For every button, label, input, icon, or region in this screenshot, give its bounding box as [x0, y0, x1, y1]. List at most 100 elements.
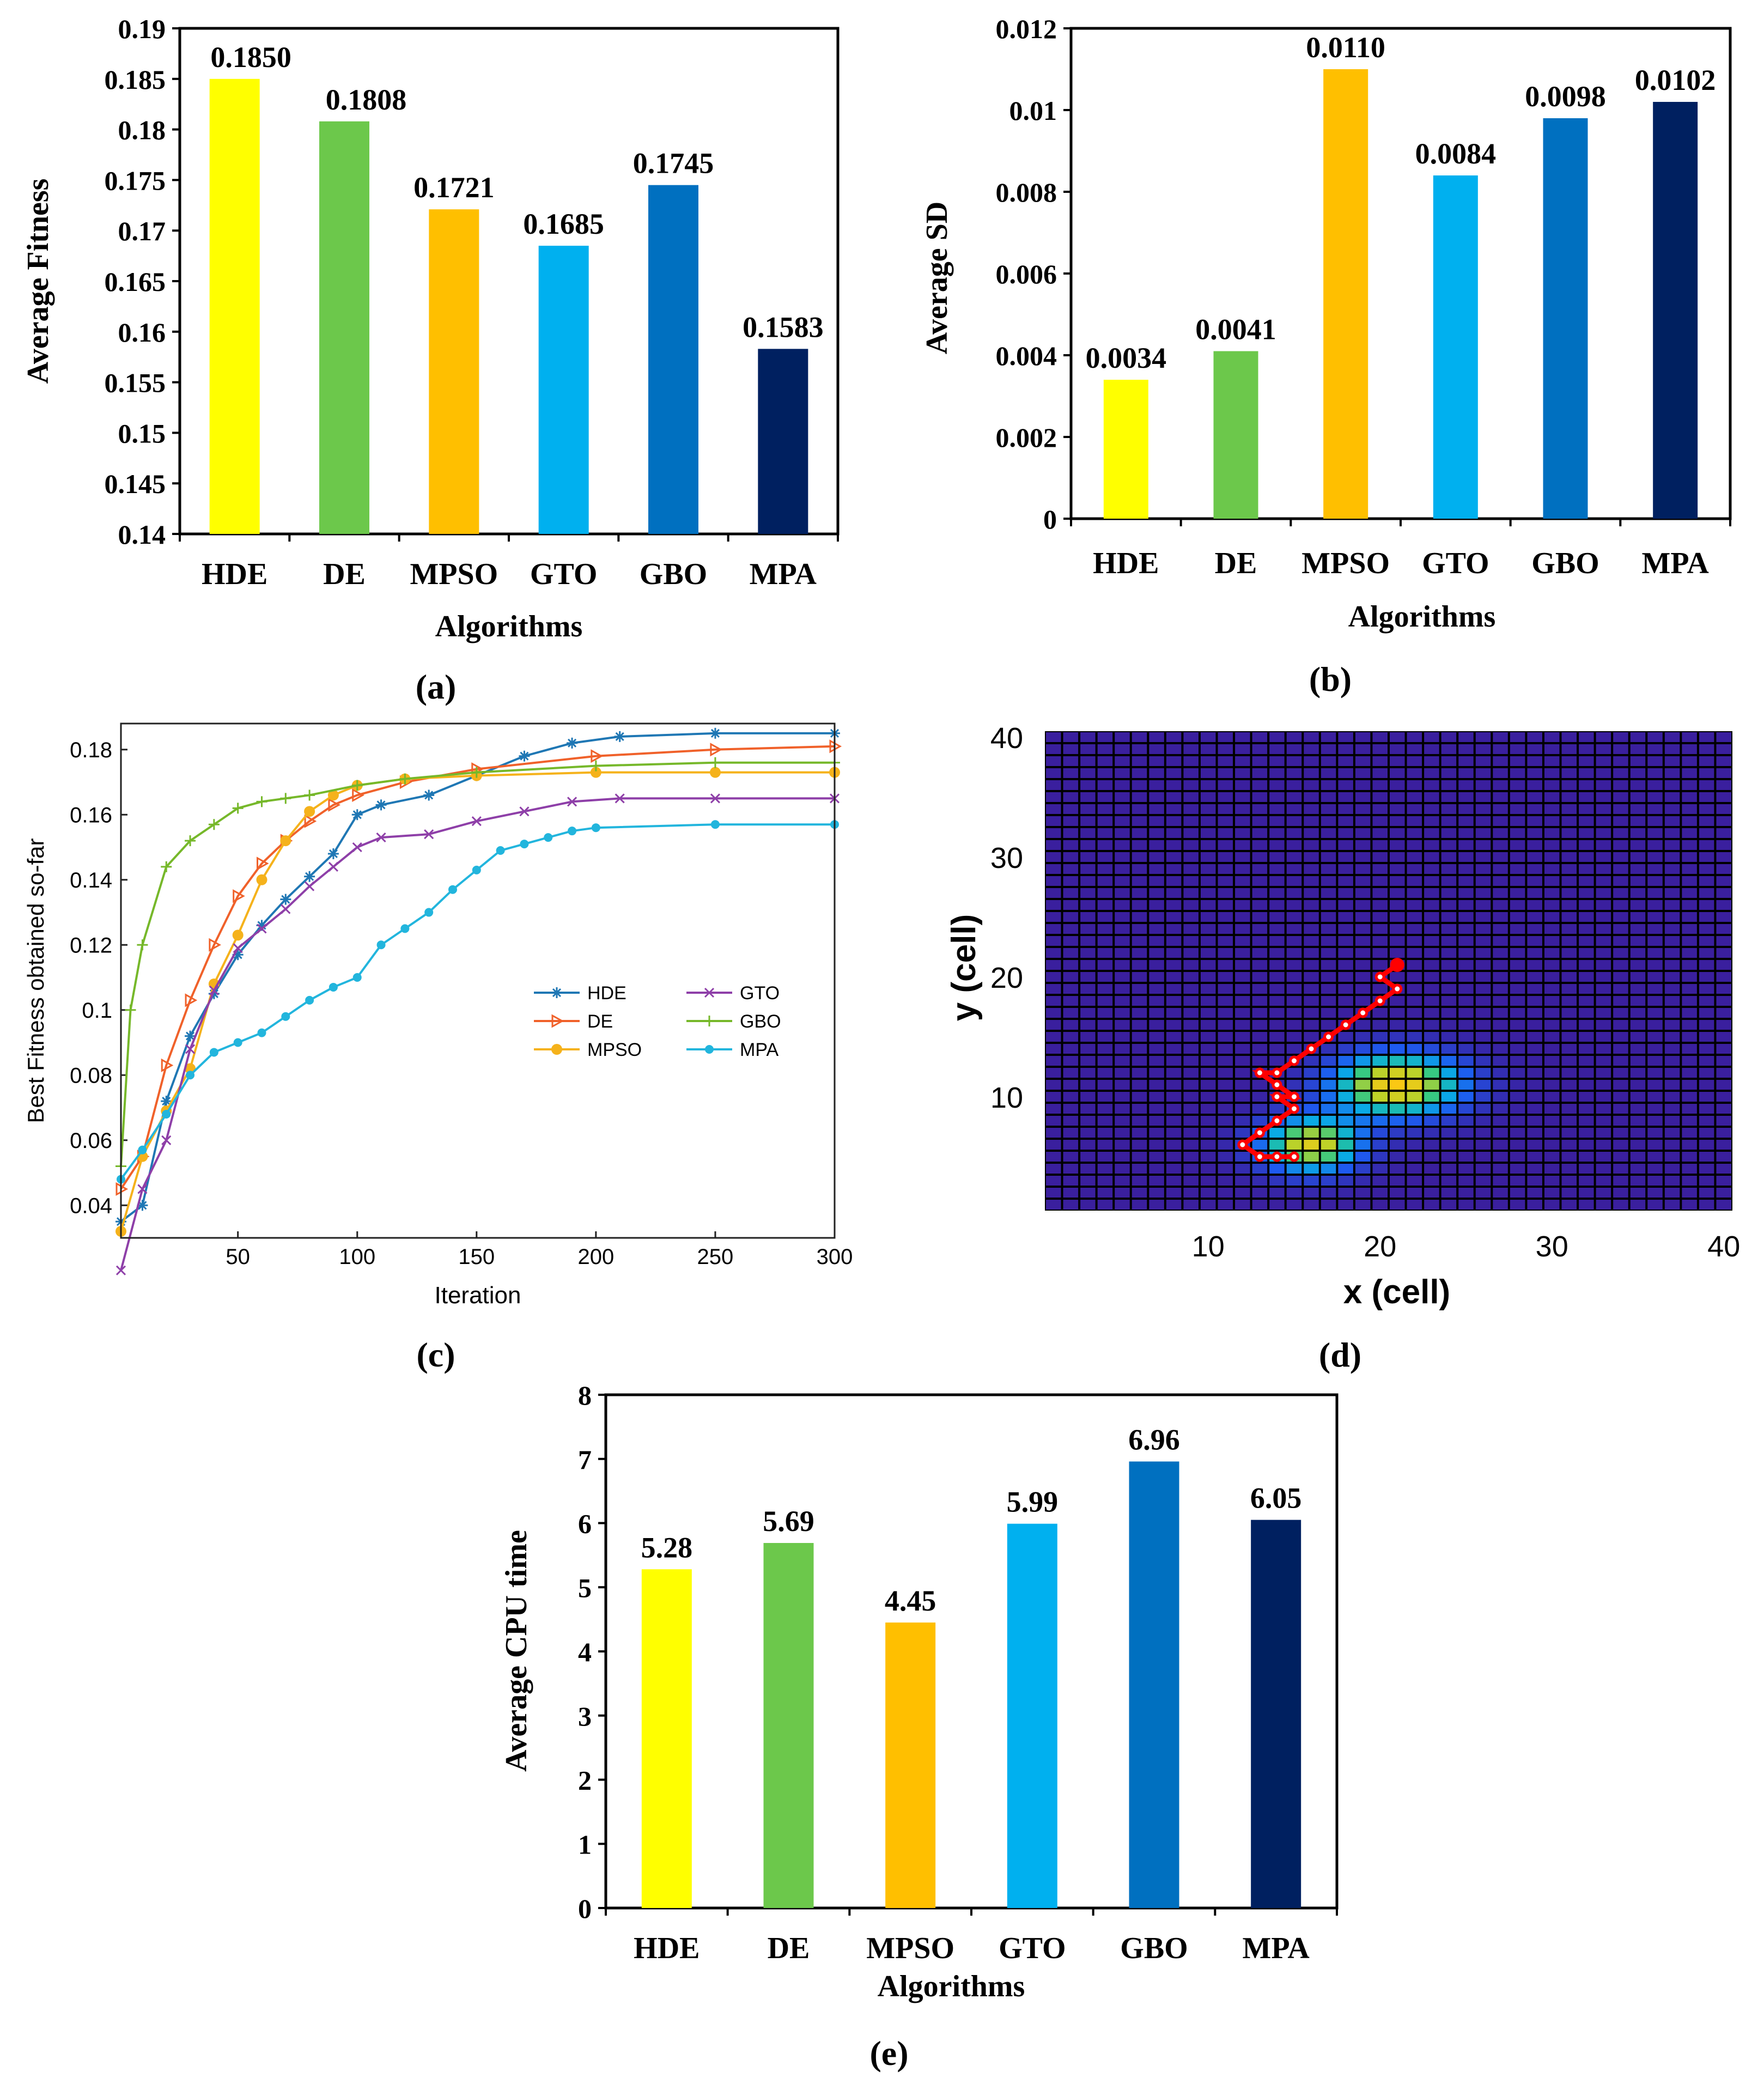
panel-d-cell [1183, 996, 1199, 1006]
panel-d-cell [1338, 876, 1353, 886]
panel-d-cell [1218, 1200, 1233, 1210]
panel-d-cell [1115, 828, 1130, 838]
panel-d-cell [1080, 1032, 1096, 1042]
panel-d-cell [1286, 828, 1302, 838]
panel-d-cell [1493, 744, 1508, 754]
panel-d-cell [1132, 804, 1147, 814]
panel-d-cell [1699, 1092, 1714, 1102]
panel-d-cell [1269, 840, 1285, 850]
panel-c-marker-de [328, 798, 341, 812]
panel-d-cell [1424, 768, 1439, 778]
panel-d-cell [1338, 1056, 1353, 1066]
panel-d-cell [1218, 744, 1233, 754]
panel-d-cell [1527, 984, 1542, 994]
panel-d-cell [1510, 948, 1525, 958]
panel-d-cell [1699, 768, 1714, 778]
panel-d-cell [1097, 948, 1113, 958]
panel-d-path-waypoint [1340, 1019, 1351, 1030]
panel-d-cell [1596, 960, 1611, 970]
panel-d-cell [1527, 1116, 1542, 1126]
panel-c-x-tick-label: 250 [697, 1245, 734, 1269]
panel-c-marker-gbo [471, 767, 482, 778]
panel-d-cell [1132, 1164, 1147, 1174]
panel-d-cell [1183, 768, 1199, 778]
panel-d-cell [1716, 1008, 1731, 1018]
panel-d-cell [1544, 768, 1560, 778]
panel-d-cell [1596, 888, 1611, 898]
panel-d-cell [1338, 936, 1353, 946]
panel-d-cell [1132, 1152, 1147, 1162]
panel-c-marker-gto [567, 797, 577, 807]
panel-d-cell [1699, 816, 1714, 826]
panel-d-cell [1166, 792, 1182, 802]
panel-d-cell [1046, 888, 1061, 898]
panel-d-cell [1493, 1068, 1508, 1078]
panel-d-cell [1458, 840, 1474, 850]
panel-d-y-tick-label: 30 [990, 842, 1023, 874]
panel-d-cell [1441, 1092, 1457, 1102]
panel-c-y-tick-label: 0.1 [82, 999, 112, 1023]
panel-d-cell [1699, 804, 1714, 814]
panel-d-cell [1716, 1044, 1731, 1054]
panel-d-path-waypoint [1374, 995, 1385, 1006]
panel-d-y-tick-label: 40 [990, 722, 1023, 755]
panel-d-cell [1458, 876, 1474, 886]
panel-d-cell [1390, 792, 1405, 802]
panel-d-cell [1699, 1008, 1714, 1018]
panel-d-cell [1372, 948, 1388, 958]
panel-d-cell [1183, 1008, 1199, 1018]
panel-d-cell [1149, 1092, 1164, 1102]
panel-d-cell [1561, 1056, 1577, 1066]
panel-d-cell [1269, 1104, 1285, 1114]
panel-d-cell [1321, 756, 1336, 766]
panel-d-cell [1132, 1020, 1147, 1030]
panel-b-x-axis-title: Algorithms [1348, 600, 1496, 634]
panel-d-cell [1097, 912, 1113, 922]
panel-d-cell [1664, 828, 1680, 838]
panel-d-cell [1183, 912, 1199, 922]
panel-d-cell [1321, 1008, 1336, 1018]
panel-d-cell [1699, 1080, 1714, 1090]
panel-d-cell [1544, 816, 1560, 826]
panel-d-cell [1235, 948, 1250, 958]
panel-d-cell [1475, 888, 1491, 898]
panel-d-cell [1716, 1104, 1731, 1114]
panel-d-cell [1321, 1092, 1336, 1102]
panel-d-cell [1183, 732, 1199, 742]
panel-d-cell [1682, 816, 1697, 826]
panel-d-cell [1149, 1116, 1164, 1126]
panel-d-cell [1046, 912, 1061, 922]
panel-d-cell [1063, 1200, 1079, 1210]
panel-d-cell [1063, 864, 1079, 874]
panel-c-marker-mpso [304, 806, 315, 817]
panel-d-cell [1561, 768, 1577, 778]
panel-d-cell [1321, 816, 1336, 826]
panel-d-cell [1149, 984, 1164, 994]
panel-d-cell [1561, 1104, 1577, 1114]
panel-d-cell [1132, 1080, 1147, 1090]
panel-d-cell [1132, 888, 1147, 898]
panel-e-value-label: 4.45 [885, 1584, 936, 1617]
panel-d-cell [1527, 792, 1542, 802]
panel-d-cell [1682, 996, 1697, 1006]
panel-d-cell [1407, 1044, 1422, 1054]
panel-d-cell [1390, 1008, 1405, 1018]
panel-d-cell [1338, 852, 1353, 862]
panel-e-bar-hde [641, 1569, 692, 1908]
panel-d-cell [1579, 948, 1594, 958]
panel-d-cell [1321, 1200, 1336, 1210]
panel-e-category-label: DE [768, 1931, 810, 1965]
panel-d-cell [1699, 1020, 1714, 1030]
panel-d-cell [1441, 1200, 1457, 1210]
panel-d-cell [1579, 876, 1594, 886]
panel-d-cell [1355, 1092, 1371, 1102]
panel-d-cell [1321, 828, 1336, 838]
panel-d-cell [1544, 852, 1560, 862]
panel-d-cell [1355, 1188, 1371, 1198]
panel-e-category-label: GBO [1120, 1931, 1188, 1965]
panel-d-cell [1355, 864, 1371, 874]
panel-d-cell [1647, 804, 1663, 814]
panel-d-path-waypoint [1358, 1007, 1368, 1018]
panel-c-marker-hde [185, 1030, 196, 1042]
panel-c-marker-mpa [281, 1012, 290, 1021]
